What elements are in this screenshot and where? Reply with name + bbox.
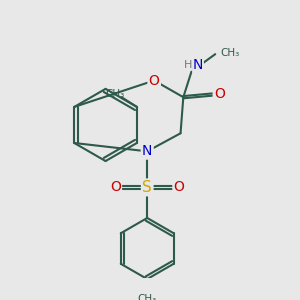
- Text: N: N: [193, 58, 203, 72]
- Text: O: O: [110, 180, 121, 194]
- Text: O: O: [214, 87, 225, 101]
- Text: N: N: [142, 144, 152, 158]
- Text: H: H: [184, 60, 192, 70]
- Text: S: S: [142, 180, 152, 195]
- Text: CH₃: CH₃: [138, 293, 157, 300]
- Text: O: O: [149, 74, 160, 88]
- Text: O: O: [174, 180, 184, 194]
- Text: CH₃: CH₃: [105, 89, 124, 99]
- Text: CH₃: CH₃: [221, 48, 240, 58]
